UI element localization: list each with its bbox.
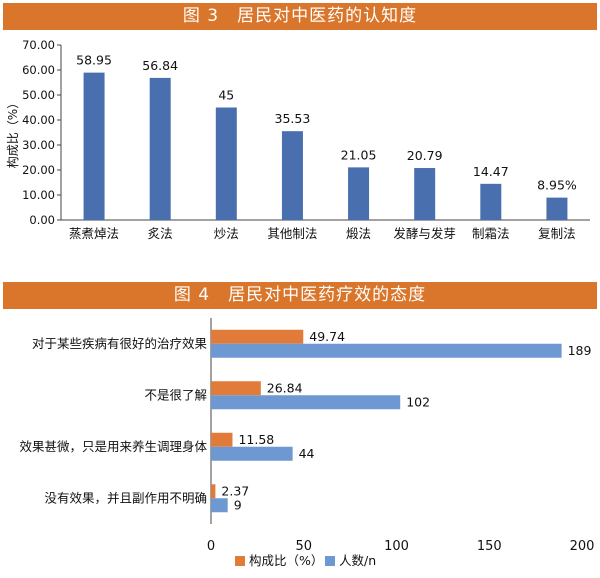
x-tick-label: 炙法 — [148, 226, 173, 241]
x-tick-label: 发酵与发芽 — [393, 226, 456, 241]
chart-title-figure-4: 图 4 居民对中医药疗效的态度 — [3, 282, 597, 309]
bar — [211, 498, 228, 513]
bar — [211, 329, 304, 344]
bar — [83, 72, 105, 220]
legend-swatch — [235, 556, 245, 566]
data-label: 21.05 — [341, 147, 377, 162]
x-tick-label: 制霜法 — [472, 226, 510, 241]
x-tick-label: 0 — [207, 539, 215, 554]
x-tick-label: 150 — [477, 539, 502, 554]
data-label: 56.84 — [142, 58, 178, 73]
data-label: 14.47 — [473, 164, 509, 179]
data-label: 189 — [568, 343, 592, 358]
y-tick-label: 0.00 — [29, 213, 55, 227]
data-label: 2.37 — [221, 483, 249, 498]
y-tick-label: 70.00 — [22, 38, 55, 52]
legend-label: 人数/n — [339, 553, 376, 568]
data-label: 58.95 — [76, 53, 112, 68]
bar — [480, 183, 502, 220]
x-tick-label: 50 — [295, 539, 312, 554]
chart-title-figure-3: 图 3 居民对中医药的认知度 — [3, 3, 597, 30]
bar — [211, 395, 401, 410]
x-tick-label: 煅法 — [346, 226, 371, 241]
legend-swatch — [325, 556, 335, 566]
category-label: 不是很了解 — [144, 387, 207, 402]
bar — [211, 484, 216, 499]
data-label: 9 — [234, 497, 242, 512]
data-label: 20.79 — [407, 148, 443, 163]
bar — [215, 107, 237, 220]
data-label: 8.95% — [537, 178, 577, 193]
legend-label: 构成比（%） — [249, 553, 323, 568]
bar — [149, 77, 171, 221]
data-label: 44 — [299, 446, 315, 461]
y-tick-label: 60.00 — [22, 63, 55, 77]
data-label: 102 — [406, 394, 430, 409]
category-label: 效果甚微，只是用来养生调理身体 — [19, 439, 207, 454]
y-tick-label: 50.00 — [22, 88, 55, 102]
x-tick-label: 200 — [570, 539, 595, 554]
bar — [211, 343, 562, 358]
x-tick-label: 炒法 — [214, 226, 239, 241]
category-label: 对于某些疾病有很好的治疗效果 — [32, 336, 208, 351]
data-label: 45 — [218, 88, 234, 103]
y-tick-label: 10.00 — [22, 188, 55, 202]
bar — [211, 446, 293, 461]
category-label: 没有效果，并且副作用不明确 — [44, 490, 207, 505]
data-label: 11.58 — [238, 432, 274, 447]
x-tick-label: 复制法 — [538, 226, 576, 241]
data-label: 26.84 — [267, 380, 303, 395]
x-tick-label: 100 — [384, 539, 409, 554]
bar — [348, 167, 370, 220]
x-tick-label: 其他制法 — [267, 226, 317, 241]
bar — [281, 131, 303, 220]
data-label: 35.53 — [275, 111, 311, 126]
y-axis-title: 构成比（%） — [5, 97, 20, 168]
bar — [211, 381, 261, 396]
y-tick-label: 20.00 — [22, 163, 55, 177]
bar — [211, 432, 233, 447]
bar — [414, 168, 436, 220]
x-tick-label: 蒸煮焯法 — [69, 226, 119, 241]
bar — [546, 197, 568, 220]
y-tick-label: 40.00 — [22, 113, 55, 127]
data-label: 49.74 — [309, 329, 345, 344]
y-tick-label: 30.00 — [22, 138, 55, 152]
